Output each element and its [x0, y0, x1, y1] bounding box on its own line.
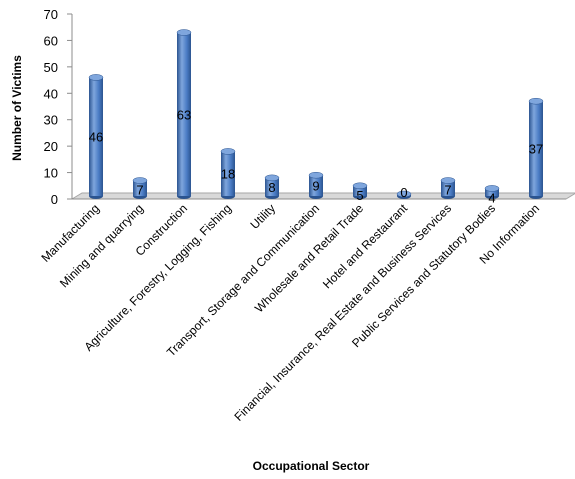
- bar-body: [485, 188, 499, 196]
- bar-top: [528, 97, 544, 105]
- data-label: 4: [488, 190, 495, 205]
- bar: [132, 177, 148, 199]
- bar-body: [441, 180, 455, 196]
- data-label: 37: [529, 142, 543, 157]
- bar: [264, 174, 280, 199]
- bar: [396, 190, 412, 199]
- bar-top: [396, 190, 412, 198]
- bar: [440, 177, 456, 199]
- data-label: 0: [400, 185, 407, 200]
- y-axis: 0 10 20 30 40 50 60 70: [44, 7, 73, 207]
- bar-top: [264, 174, 280, 182]
- bar: [484, 185, 500, 199]
- data-label: 7: [444, 183, 451, 198]
- y-tick-label: 70: [44, 7, 58, 22]
- x-tick-label: Hotel and Restaurant: [320, 201, 411, 292]
- bar-body: [89, 77, 103, 196]
- bar: [528, 97, 544, 199]
- bar: [308, 171, 324, 199]
- data-label: 9: [312, 179, 319, 194]
- bar: [220, 148, 236, 199]
- x-tick-label: Utility: [247, 201, 278, 232]
- bar-body: [529, 101, 543, 196]
- bars: [88, 29, 544, 199]
- bar-top: [220, 148, 236, 155]
- bar-top: [308, 171, 324, 179]
- bar-body: [309, 175, 323, 196]
- y-tick-label: 30: [44, 113, 58, 128]
- x-tick-label: Financial, Insurance, Real Estate and Bu…: [232, 201, 455, 424]
- data-label: 18: [221, 167, 235, 182]
- bar-top: [484, 185, 500, 192]
- x-tick-label: Transport, Storage and Communication: [164, 201, 322, 359]
- bar-body: [353, 185, 367, 196]
- bar-top: [352, 182, 368, 190]
- x-axis-title: Occupational Sector: [253, 459, 370, 473]
- bar-body: [221, 151, 235, 196]
- bar-body: [177, 32, 191, 196]
- bar: [176, 29, 192, 199]
- bar-body: [265, 177, 279, 196]
- bar-top: [88, 74, 104, 81]
- y-tick-label: 0: [51, 192, 58, 207]
- y-tick-label: 20: [44, 139, 58, 154]
- bar-top: [440, 177, 456, 184]
- bar-top: [176, 29, 192, 36]
- y-tick-label: 60: [44, 33, 58, 48]
- data-labels: 46 7 63 18 8 9 5 0 7 4 37: [89, 107, 543, 205]
- chart-floor: [70, 192, 575, 200]
- y-tick-label: 10: [44, 166, 58, 181]
- data-label: 5: [356, 188, 363, 203]
- data-label: 63: [177, 107, 191, 122]
- x-tick-label: Mining and quarrying: [57, 201, 146, 290]
- floor-plane: [70, 192, 575, 200]
- data-label: 8: [268, 180, 275, 195]
- data-label: 46: [89, 130, 103, 145]
- data-label: 7: [136, 183, 143, 198]
- y-axis-title: Number of Victims: [10, 55, 24, 161]
- bar-body: [133, 180, 147, 196]
- y-tick-label: 40: [44, 86, 58, 101]
- bar-top: [132, 177, 148, 184]
- bar: [88, 74, 104, 199]
- bar: [352, 182, 368, 199]
- y-tick-label: 50: [44, 60, 58, 75]
